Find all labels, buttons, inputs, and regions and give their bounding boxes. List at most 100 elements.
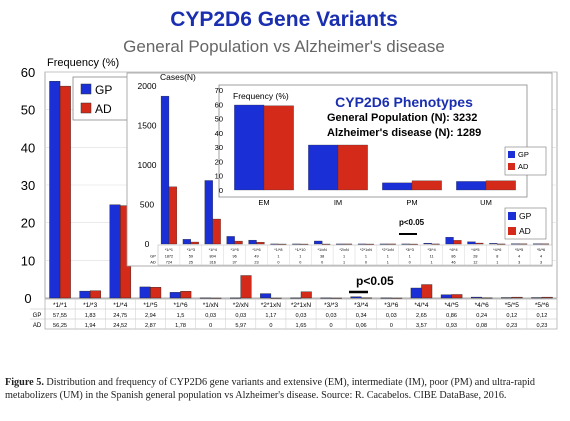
main-table-cell-ad: 3,57 <box>416 323 427 329</box>
cases-legend-swatch-gp <box>508 212 516 220</box>
cases-table-cell-gp: 1 <box>343 255 345 259</box>
main-x-tick-label: *1/*3 <box>83 302 97 309</box>
main-y-axis-label: Frequency (%) <box>47 57 119 69</box>
cases-table-cell-gp: 1 <box>299 255 301 259</box>
phenotype-y-tick-label: 20 <box>215 157 223 166</box>
main-bar-gp <box>260 293 272 299</box>
main-bar-ad <box>541 296 553 299</box>
main-bar-gp <box>109 204 121 299</box>
cases-bar-gp <box>489 243 498 245</box>
cases-bar-gp <box>204 180 213 245</box>
main-y-axis: 0 10 20 30 40 50 60 <box>21 65 35 306</box>
main-table-cell-ad: 24,52 <box>113 323 127 329</box>
cases-table-row-label-gp: GP <box>150 254 156 259</box>
main-bar-ad <box>89 290 101 299</box>
main-bar-ad <box>481 297 493 299</box>
cases-table-cell-ad: 3 <box>540 261 542 265</box>
main-table-cell-gp: 2,65 <box>416 313 427 319</box>
cases-legend: GP AD <box>504 207 547 240</box>
main-legend-swatch-ad <box>80 102 92 114</box>
main-table-cell-ad: 0,06 <box>356 323 367 329</box>
phenotype-x-axis: EM IM PM UM <box>258 198 491 207</box>
cases-x-tick-label: *2/xN <box>339 248 349 252</box>
cases-bar-gp <box>182 239 191 245</box>
main-table-cell-ad: 0 <box>330 323 333 329</box>
main-x-tick-label: *1/*4 <box>113 302 127 309</box>
cases-table-cell-gp: 1 <box>387 255 389 259</box>
main-bar-gp <box>139 286 151 299</box>
main-bar-ad <box>361 297 372 299</box>
cases-table-cell-ad: 46 <box>451 261 455 265</box>
main-bar-ad <box>240 275 252 299</box>
cases-table-cell-ad: 23 <box>254 261 258 265</box>
phenotype-title: CYP2D6 Phenotypes <box>335 94 473 110</box>
cases-bar-gp <box>270 243 279 245</box>
cases-table-cell-gp: 49 <box>254 255 258 259</box>
main-table-cell-gp: 1,5 <box>177 313 185 319</box>
main-bar-ad <box>421 284 433 299</box>
cases-bar-ad <box>365 243 374 245</box>
main-x-tick-label: *1/*6 <box>173 302 187 309</box>
main-y-tick-label: 10 <box>21 253 35 268</box>
main-table-cell-ad: 0,08 <box>476 323 487 329</box>
main-table-cell-ad: 2,87 <box>145 323 156 329</box>
cases-x-tick-label: *3/*3 <box>406 248 414 252</box>
cases-x-tick-label: *5/*5 <box>515 248 523 252</box>
cases-x-tick-label: *4/*6 <box>493 248 501 252</box>
cases-x-tick-label: *2*1xN <box>360 248 372 252</box>
main-table-cell-gp: 0,34 <box>356 313 367 319</box>
cases-x-tick-label: *2*1xN <box>382 248 394 252</box>
main-y-tick-label: 50 <box>21 103 35 118</box>
cases-table-cell-ad: 1 <box>387 261 389 265</box>
cases-table-cell-ad: 724 <box>166 261 172 265</box>
cases-table-cell-ad: 1 <box>496 261 498 265</box>
main-y-tick-label: 20 <box>21 216 35 231</box>
cases-x-tick-label: *5/*6 <box>537 248 545 252</box>
cases-bar-ad <box>278 243 287 245</box>
phenotype-x-tick-label: PM <box>406 198 417 207</box>
cases-x-tick-label: *1/*1 <box>165 248 173 252</box>
phenotype-bar-ad <box>337 144 368 191</box>
main-bar-gp <box>470 296 482 299</box>
cases-bar-ad <box>234 240 243 245</box>
main-table-cell-ad: 1,65 <box>296 323 307 329</box>
phenotype-y-tick-label: 40 <box>215 129 223 138</box>
main-bar-gp <box>290 297 302 299</box>
cases-table-cell-gp: 96 <box>232 255 236 259</box>
cases-table-cell-gp: 8 <box>496 255 498 259</box>
phenotype-y-tick-label: 60 <box>215 100 223 109</box>
main-legend-label-gp: GP <box>95 83 112 97</box>
cases-bar-ad <box>256 242 265 245</box>
cases-table-cell-ad: 0 <box>365 261 367 265</box>
cases-table-cell-gp: 4 <box>540 255 542 259</box>
cases-table-cell-ad: 0 <box>409 261 411 265</box>
cases-bar-ad <box>322 243 331 245</box>
chart-title: CYP2D6 Gene Variants <box>170 8 398 31</box>
phenotype-legend-label-gp: GP <box>518 150 529 159</box>
main-table-cell-ad: 0 <box>269 323 272 329</box>
cases-table-cell-gp: 86 <box>451 255 455 259</box>
main-table-cell-ad: 0 <box>209 323 212 329</box>
cases-table-cell-ad: 12 <box>473 261 477 265</box>
phenotype-legend: GP AD <box>504 146 547 176</box>
cases-table-cell-ad: 25 <box>189 261 193 265</box>
cases-table-cell-gp: 11 <box>430 255 434 259</box>
cases-table-cell-gp: 4 <box>518 255 520 259</box>
phenotype-bar-gp <box>382 182 413 191</box>
main-bar-ad <box>150 286 162 299</box>
main-table-cell-ad: 1,78 <box>175 323 186 329</box>
main-table-cell-gp: 0,03 <box>386 313 397 319</box>
cases-y-tick-label: 1000 <box>138 160 157 170</box>
main-table-cell-ad: 0,23 <box>536 323 547 329</box>
phenotype-annotation-gp: General Population (N): 3232 <box>327 112 477 124</box>
cases-legend-label-gp: GP <box>519 211 532 221</box>
main-bar-ad <box>210 297 222 299</box>
main-bar-gp <box>199 297 211 299</box>
cases-x-tick-label: *3/*4 <box>427 248 435 252</box>
main-y-tick-label: 0 <box>24 291 31 306</box>
cases-table-cell-ad: 0 <box>277 261 279 265</box>
cases-x-tick-label: *1/*6 <box>252 248 260 252</box>
cases-data-table: *1/*11872724*1/*35925*1/*4804316*1/*5963… <box>150 244 553 266</box>
phenotype-bars <box>234 104 516 191</box>
phenotype-y-tick-label: 50 <box>215 115 223 124</box>
